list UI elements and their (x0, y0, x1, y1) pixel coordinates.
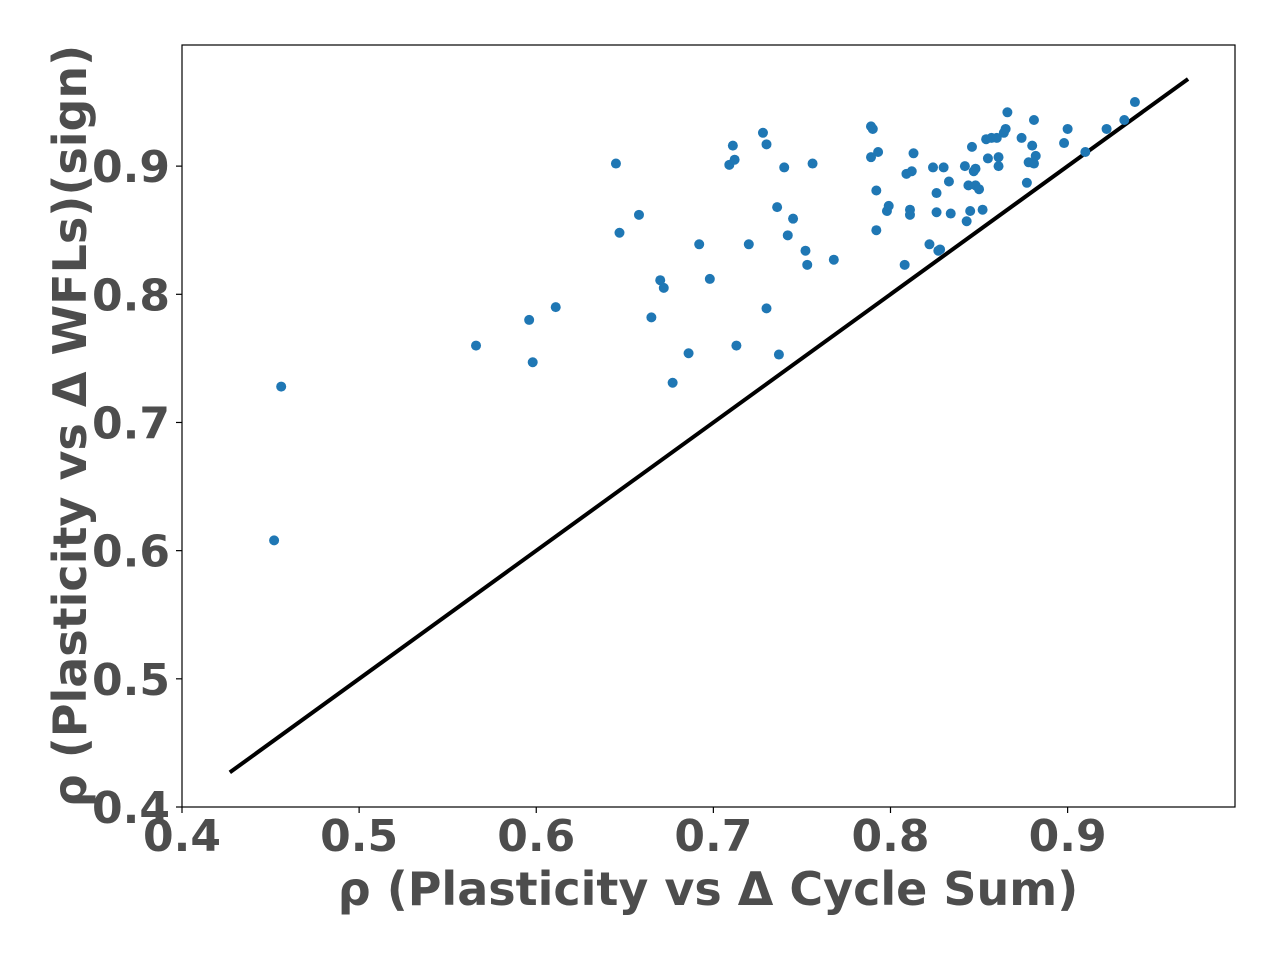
scatter-point (757, 127, 768, 138)
scatter-point (800, 245, 811, 256)
scatter-point (871, 185, 882, 196)
scatter-point (276, 381, 287, 392)
scatter-point (1027, 140, 1038, 151)
scatter-point (761, 303, 772, 314)
y-axis-label: ρ (Plasticity vs Δ WFLs)(sign) (43, 45, 97, 807)
scatter-point (802, 259, 813, 270)
scatter-point (704, 273, 715, 284)
scatter-point (731, 340, 742, 351)
scatter-point (993, 152, 1004, 163)
scatter-point (991, 132, 1002, 143)
scatter-point (1062, 123, 1073, 134)
scatter-point (727, 140, 738, 151)
y-tick-label: 0.9 (92, 142, 170, 193)
scatter-point (873, 147, 884, 158)
scatter-point (965, 205, 976, 216)
scatter-point (527, 357, 538, 368)
scatter-point (970, 163, 981, 174)
scatter-point (982, 153, 993, 164)
y-tick-label: 0.7 (92, 398, 170, 449)
scatter-point (743, 239, 754, 250)
y-tick-label: 0.5 (92, 655, 170, 706)
x-axis: 0.4 0.5 0.6 0.7 0.8 0.9 (143, 807, 1107, 862)
scatter-point (614, 227, 625, 238)
scatter-point (828, 254, 839, 265)
scatter-point (908, 148, 919, 159)
scatter-point (935, 244, 946, 255)
scatter-point (931, 207, 942, 218)
y-tick-label: 0.8 (92, 270, 170, 321)
scatter-point (1021, 177, 1032, 188)
reference-line (228, 77, 1190, 775)
scatter-point (1016, 132, 1027, 143)
scatter-point (1080, 147, 1091, 158)
scatter-point (550, 302, 561, 313)
reference-line-layer (228, 77, 1190, 775)
plot-frame (181, 44, 1236, 808)
x-tick-label: 0.9 (1029, 811, 1107, 862)
scatter-point (928, 162, 939, 173)
scatter-point (471, 340, 482, 351)
x-axis-label: ρ (Plasticity vs Δ Cycle Sum) (338, 862, 1078, 916)
scatter-point (966, 141, 977, 152)
scatter-point (807, 158, 818, 169)
scatter-point (1129, 97, 1140, 108)
scatter-point (904, 209, 915, 220)
points-layer (269, 97, 1140, 546)
scatter-point (945, 208, 956, 219)
scatter-point (883, 200, 894, 211)
scatter-point (993, 161, 1004, 172)
scatter-point (683, 348, 694, 359)
scatter-point (772, 202, 783, 213)
scatter-point (1030, 150, 1041, 161)
x-tick-label: 0.4 (143, 811, 221, 862)
scatter-point (782, 230, 793, 241)
scatter-point (646, 312, 657, 323)
y-axis: 0.4 0.5 0.6 0.7 0.8 0.9 (92, 142, 182, 834)
scatter-point (269, 535, 280, 546)
scatter-point (694, 239, 705, 250)
scatter-point (1101, 123, 1112, 134)
scatter-point (961, 216, 972, 227)
scatter-point (658, 282, 669, 293)
scatter-point (773, 349, 784, 360)
scatter-point (899, 259, 910, 270)
scatter-point (867, 123, 878, 134)
x-tick-label: 0.8 (852, 811, 930, 862)
scatter-point (633, 209, 644, 220)
scatter-point (1000, 123, 1011, 134)
scatter-point (943, 176, 954, 187)
scatter-point (931, 188, 942, 199)
x-tick-label: 0.7 (674, 811, 752, 862)
scatter-point (655, 275, 666, 286)
scatter-point (1028, 158, 1039, 169)
scatter-point (924, 239, 935, 250)
scatter-point (938, 162, 949, 173)
scatter-point (729, 154, 740, 165)
scatter-point (866, 152, 877, 163)
x-tick-label: 0.5 (320, 811, 398, 862)
scatter-point (963, 180, 974, 191)
scatter-point (610, 158, 621, 169)
y-tick-label: 0.4 (92, 783, 170, 834)
scatter-point (779, 162, 790, 173)
scatter-point (788, 213, 799, 224)
scatter-point (1059, 138, 1070, 149)
scatter-point (1028, 114, 1039, 125)
scatter-point (761, 139, 772, 150)
scatter-point (959, 161, 970, 172)
scatter-point (667, 377, 678, 388)
scatter-point (1002, 107, 1013, 118)
scatter-point (977, 204, 988, 215)
scatter-point (871, 225, 882, 236)
scatter-point (974, 184, 985, 195)
scatter-point (906, 166, 917, 177)
y-tick-label: 0.6 (92, 527, 170, 578)
scatter-point (524, 314, 535, 325)
scatter-point (1119, 114, 1130, 125)
x-tick-label: 0.6 (497, 811, 575, 862)
